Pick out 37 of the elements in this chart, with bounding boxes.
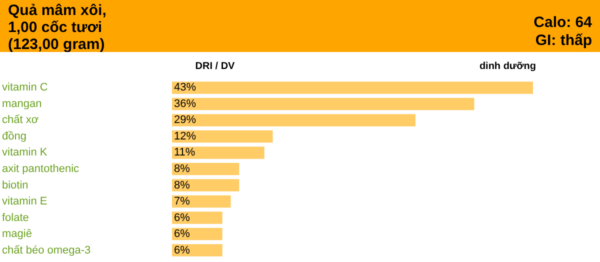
text: GI: thấp [535,32,592,49]
bar [172,82,533,94]
data-label: 7% [174,196,190,208]
y-tick-label: chất béo omega-3 [2,244,91,256]
bar [172,114,416,126]
chart-title: Quả mâm xôi, 1,00 cốc tươi (123,00 gram) [8,2,106,53]
bar [172,98,474,110]
bar [172,130,273,143]
data-label: 6% [174,228,190,240]
y-tick-label: đồng [2,130,26,142]
bar [172,212,222,224]
y-tick-label: folate [2,212,29,224]
data-label: 11% [174,146,196,159]
data-label: 8% [174,163,190,175]
data-label: 36% [174,98,196,110]
data-label: 6% [174,212,190,224]
bar [172,195,231,208]
bar [172,146,264,159]
bar [172,179,240,192]
y-tick-label: chất xơ [2,114,39,126]
data-label: 12% [174,130,196,142]
y-tick-label: axit pantothenic [2,163,80,175]
data-label: 43% [174,82,196,94]
data-label: 6% [174,244,190,256]
y-tick-label: vitamin E [2,196,48,208]
y-tick-label: magiê [2,228,32,240]
text: dinh dưỡng [479,61,536,72]
y-tick-label: vitamin C [2,82,48,94]
text: Calo: 64 [534,14,593,31]
y-tick-label: biotin [2,179,28,192]
data-label: 8% [174,179,190,192]
text: DRI / DV [195,61,236,72]
bar [172,162,240,176]
y-tick-label: mangan [2,98,42,110]
data-label: 29% [174,114,196,126]
bar [172,244,222,256]
y-tick-label: vitamin K [2,146,48,159]
